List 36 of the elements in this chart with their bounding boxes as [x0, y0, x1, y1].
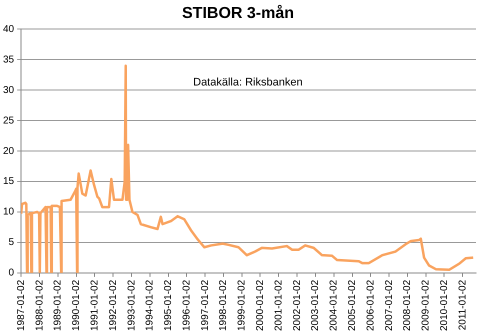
x-tick-label: 1992-01-02 — [108, 279, 119, 332]
x-tick-label: 2007-01-02 — [384, 279, 395, 332]
y-tick-label: 35 — [3, 54, 15, 66]
x-tick-label: 1990-01-02 — [71, 279, 82, 332]
x-tick-label: 2004-01-02 — [328, 279, 340, 332]
x-tick-label: 1994-01-02 — [144, 279, 156, 332]
x-tick-label: 1988-01-02 — [34, 279, 46, 332]
y-tick-label: 20 — [3, 146, 15, 157]
x-tick-label: 2005-01-02 — [347, 279, 358, 332]
y-tick-label: 30 — [3, 84, 15, 96]
x-tick-label: 1995-01-02 — [163, 279, 174, 332]
x-tick-label: 2006-01-02 — [365, 279, 376, 332]
x-tick-label: 2001-01-02 — [273, 279, 284, 332]
y-tick-label: 25 — [3, 115, 15, 126]
x-tick-label: 2003-01-02 — [310, 279, 322, 332]
x-tick-label: 1999-01-02 — [236, 279, 248, 332]
x-tick-label: 1993-01-02 — [126, 279, 138, 332]
chart-title: STIBOR 3-mån — [182, 4, 294, 22]
x-tick-label: 1991-01-02 — [89, 279, 100, 332]
y-tick-label: 0 — [8, 268, 15, 279]
x-tick-label: 2002-01-02 — [292, 279, 303, 332]
x-tick-label: 2008-01-02 — [402, 279, 414, 332]
y-tick-label: 15 — [3, 176, 15, 188]
y-tick-label: 10 — [3, 206, 15, 218]
x-tick-label: 2009-01-02 — [420, 279, 432, 332]
x-tick-label: 2011-01-02 — [457, 279, 468, 330]
x-tick-label: 1996-01-02 — [181, 279, 192, 332]
x-tick-label: 1989-01-02 — [52, 279, 64, 332]
annotation: Datakälla: Riksbanken — [193, 76, 303, 89]
y-tick-label: 40 — [3, 24, 15, 35]
x-tick-label: 1997-01-02 — [200, 279, 211, 332]
x-tick-label: 2010-01-02 — [438, 279, 450, 332]
x-tick-label: 1987-01-02 — [16, 279, 27, 332]
y-tick-label: 5 — [8, 237, 15, 248]
x-tick-label: 1998-01-02 — [218, 279, 230, 332]
x-tick-label: 2000-01-02 — [254, 279, 266, 332]
